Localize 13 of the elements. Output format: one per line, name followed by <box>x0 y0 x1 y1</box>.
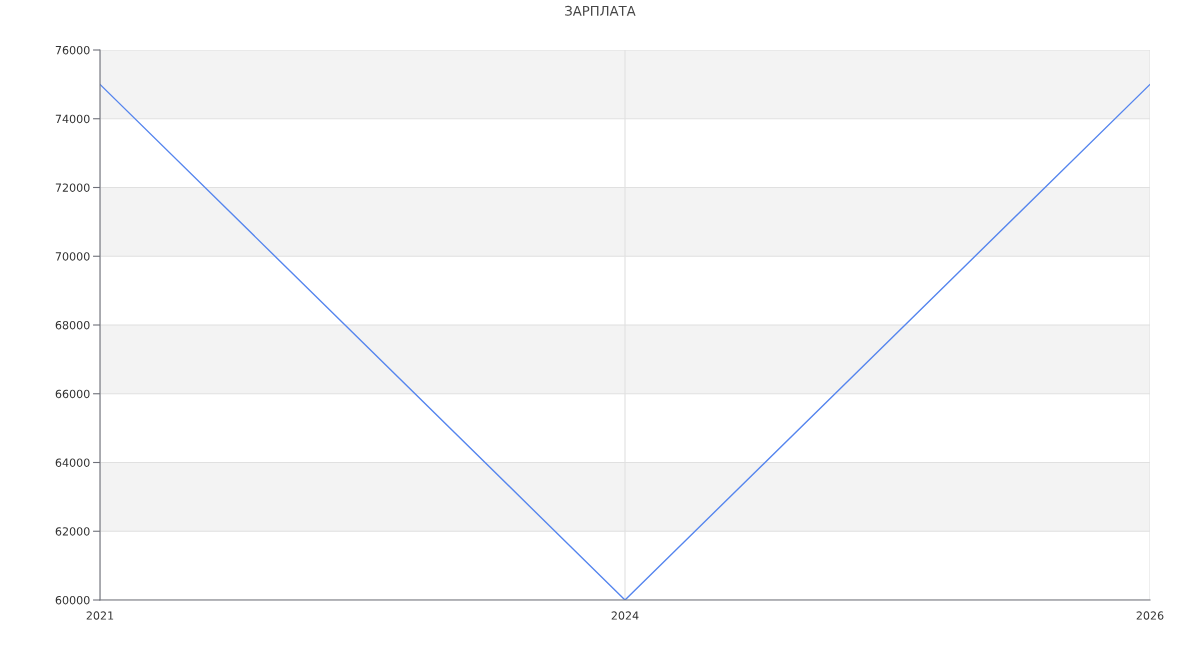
x-tick-label: 2021 <box>86 611 114 620</box>
y-tick-label: 60000 <box>55 595 90 605</box>
y-tick-label: 70000 <box>55 252 90 261</box>
y-tick-label: 72000 <box>55 183 90 192</box>
y-tick-label: 76000 <box>55 45 90 55</box>
y-tick-label: 68000 <box>55 320 90 330</box>
y-tick-label: 64000 <box>55 458 90 467</box>
y-tick-label: 66000 <box>55 389 90 399</box>
y-tick-label: 74000 <box>55 114 90 124</box>
chart-title: ЗАРПЛАТА <box>565 5 636 16</box>
x-tick-label: 2024 <box>611 611 639 620</box>
y-tick-label: 62000 <box>55 527 90 536</box>
x-tick-label: 2026 <box>1136 611 1164 620</box>
